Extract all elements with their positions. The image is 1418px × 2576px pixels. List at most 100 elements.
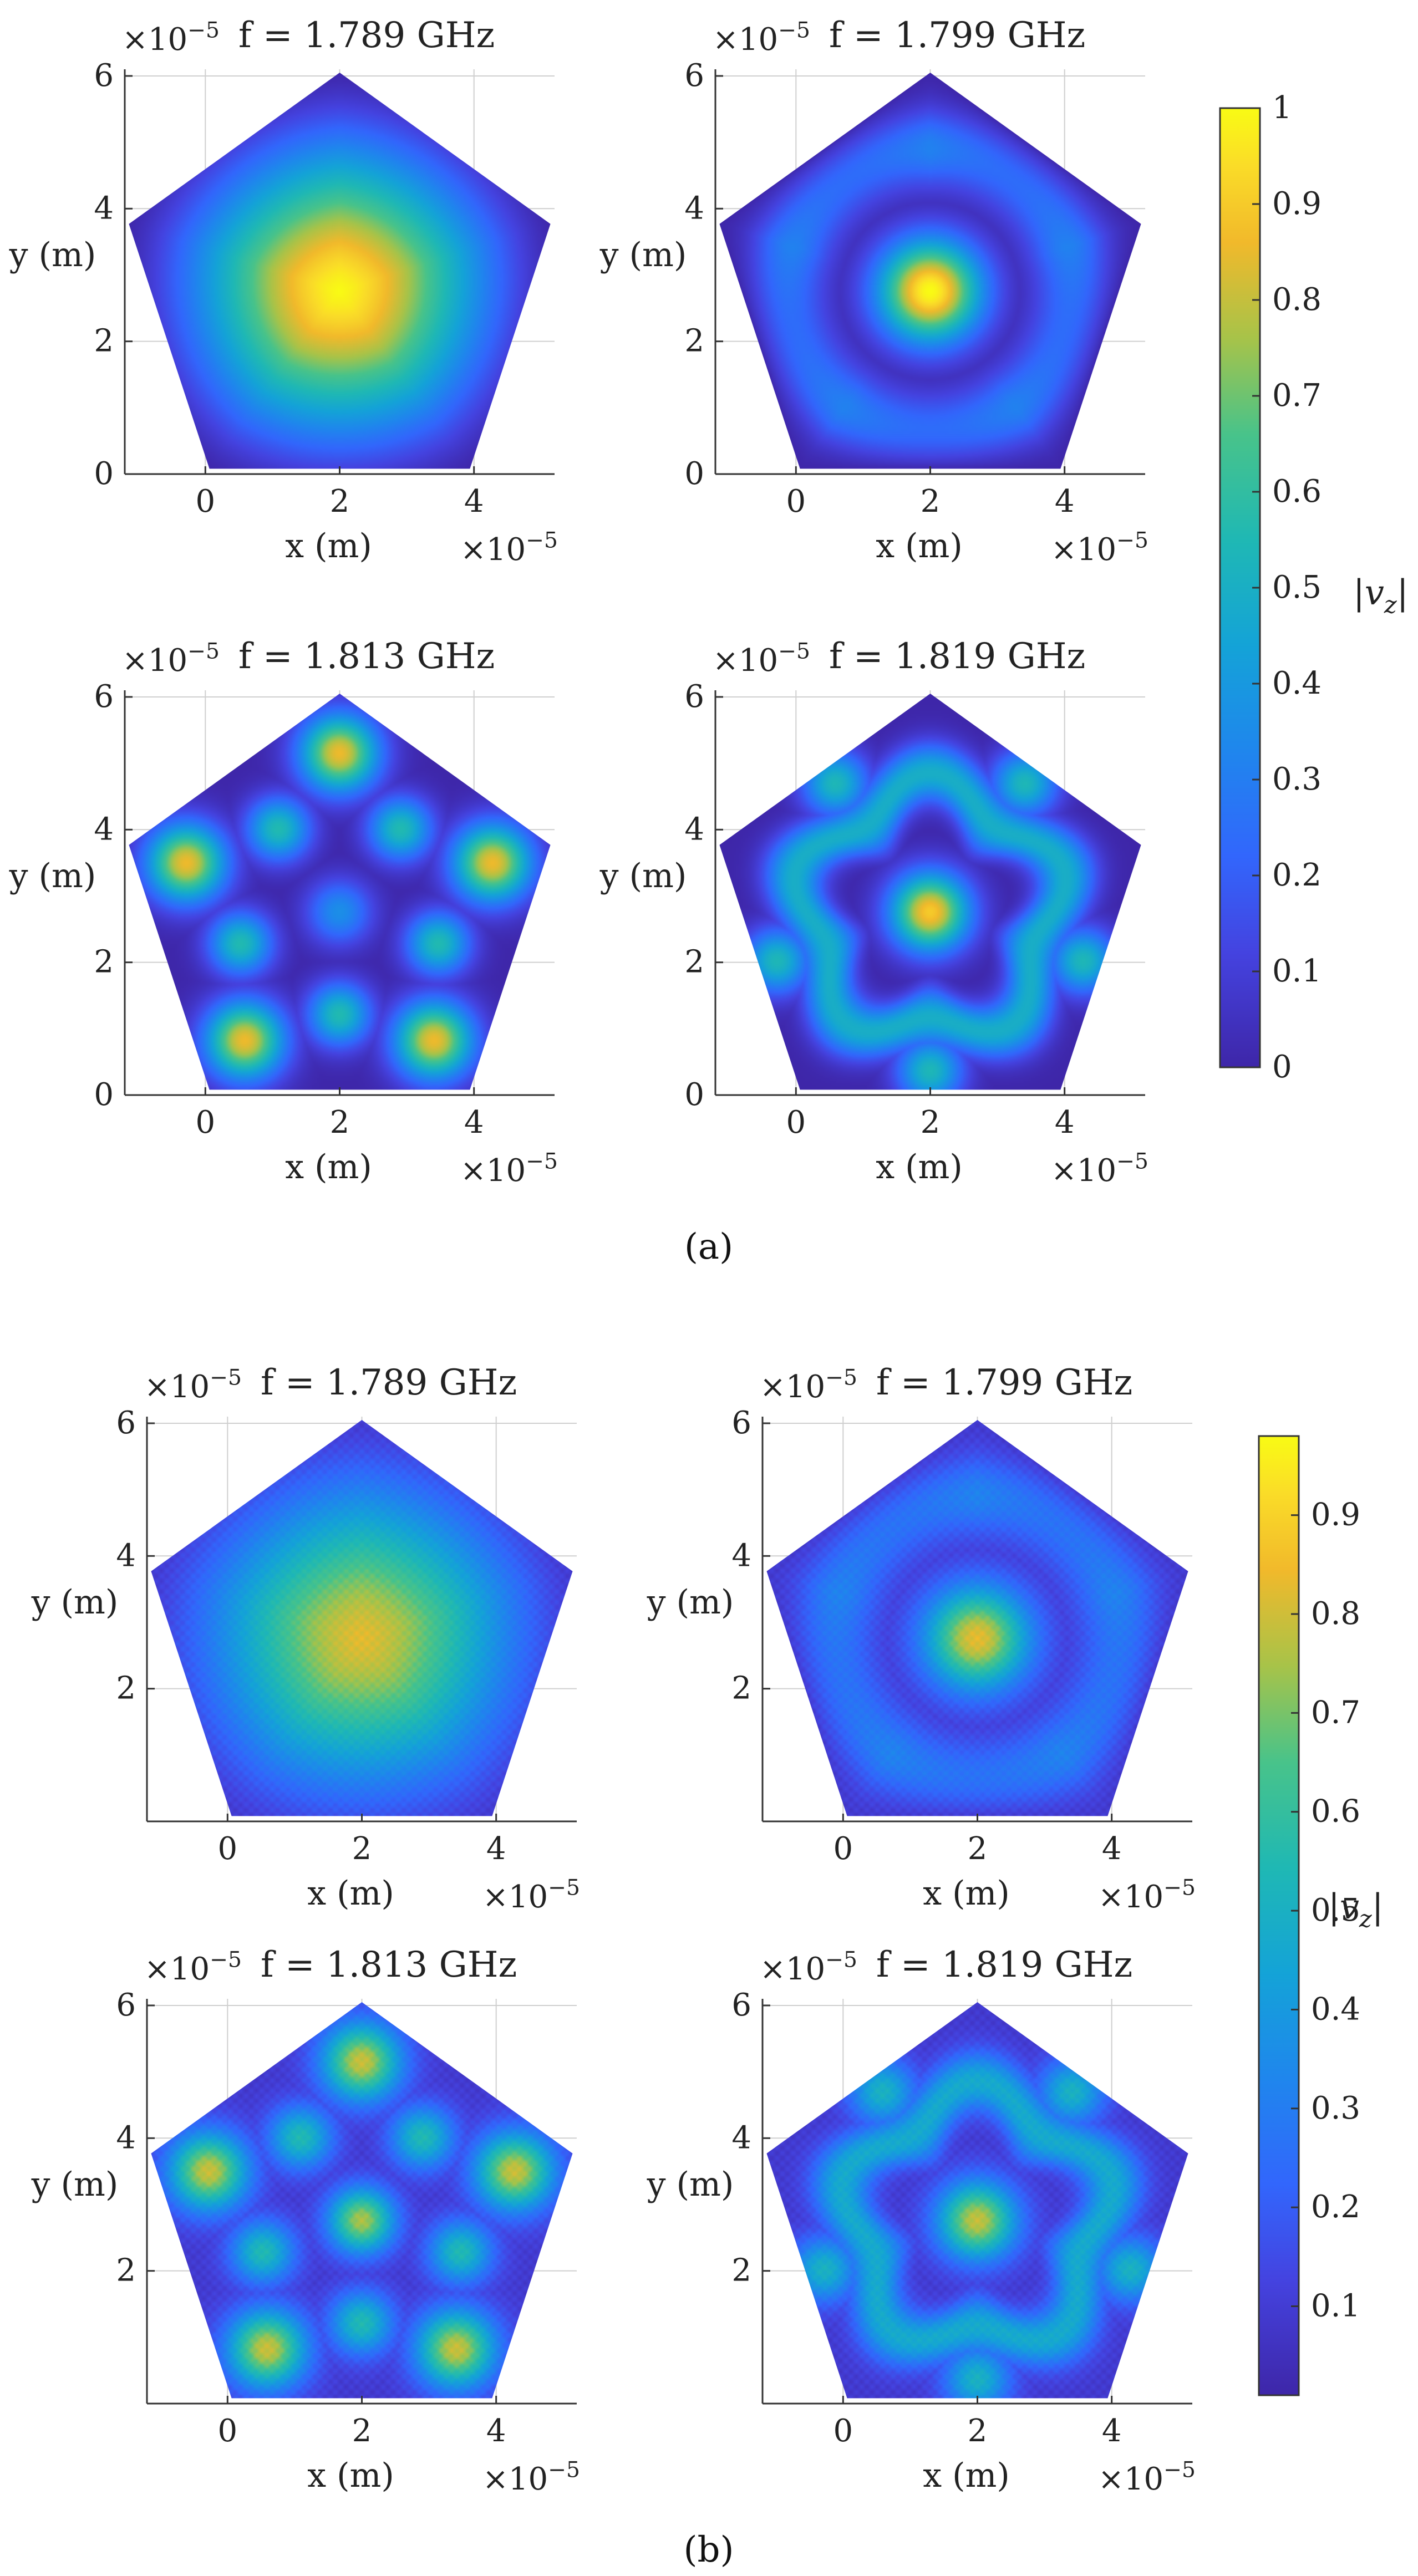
- colorbar-a: 0 0.1 0.2 0.3 0.4 0.5 0.6 0.7 0.8 0.9 1 |vz|: [1219, 90, 1409, 1085]
- x-tick-label: 2: [330, 483, 350, 520]
- x-tick-label: 2: [921, 483, 941, 520]
- plot-title: f = 1.819 GHz: [876, 1944, 1132, 1986]
- x-axis-label: x (m): [307, 2456, 394, 2495]
- colorbar-tick-label: 0.5: [1272, 569, 1322, 605]
- x-scale-factor: ×10−5: [482, 1876, 580, 1915]
- plot-title: f = 1.789 GHz: [238, 15, 495, 56]
- x-tick-label: 4: [1102, 1831, 1122, 1867]
- y-axis-label: y (m): [647, 1583, 734, 1622]
- colorbar-tick-label: 0.6: [1311, 1794, 1360, 1830]
- x-tick-label: 4: [1055, 483, 1075, 520]
- y-axis-label: y (m): [647, 2165, 734, 2204]
- x-tick-label: 4: [486, 2413, 506, 2449]
- x-axis-label: x (m): [923, 1874, 1010, 1913]
- y-scale-factor: ×10−5: [122, 18, 220, 58]
- x-tick-label: 4: [486, 1831, 506, 1867]
- field-heatmap: [766, 1419, 1188, 1816]
- x-scale-factor: ×10−5: [1098, 2458, 1196, 2497]
- colorbar-tick-label: 0.9: [1311, 1497, 1360, 1533]
- y-tick-label: 0: [684, 456, 704, 492]
- plot-title: f = 1.813 GHz: [261, 1944, 517, 1986]
- colorbar-tick-label: 0.1: [1311, 2288, 1360, 2324]
- colorbars: 00.10.20.30.40.50.60.70.80.91|vz|0.10.20…: [1219, 90, 1409, 2396]
- y-axis-label: y (m): [9, 236, 96, 274]
- y-axis-label: y (m): [599, 236, 687, 274]
- x-scale-factor: ×10−5: [1098, 1876, 1196, 1915]
- y-tick-label: 2: [731, 1671, 751, 1707]
- y-tick-label: 4: [684, 811, 704, 847]
- x-axis-label: x (m): [285, 527, 372, 566]
- y-tick-label: 0: [94, 1077, 114, 1113]
- colorbar-tick-label: 0.8: [1311, 1596, 1360, 1632]
- plot-title: f = 1.819 GHz: [829, 636, 1085, 677]
- y-tick-label: 4: [731, 2120, 751, 2156]
- field-heatmap: [719, 693, 1141, 1090]
- x-scale-factor: ×10−5: [482, 2458, 580, 2497]
- colorbar-gradient: [1258, 1435, 1300, 2396]
- plot-panel-3: 0 2 4 0 2 4 6 x (m) y (m) ×10−5 ×10−5 f = 1.813 GHz: [9, 636, 558, 1189]
- y-tick-label: 2: [94, 323, 114, 359]
- y-tick-label: 6: [684, 679, 704, 715]
- plot-panel-7: 0 2 4 2 4 6 x (m) y (m) ×10−5 ×10−5 f = 1.813 GHz: [31, 1944, 580, 2497]
- plot-title: f = 1.813 GHz: [238, 636, 495, 677]
- x-axis-label: x (m): [876, 527, 963, 566]
- x-tick-label: 2: [330, 1104, 350, 1141]
- y-tick-label: 2: [116, 1671, 136, 1707]
- colorbar-tick-label: 0.8: [1272, 282, 1322, 318]
- field-heatmap: [766, 2002, 1188, 2399]
- x-tick-label: 0: [217, 2413, 237, 2449]
- y-tick-label: 6: [116, 1987, 136, 2023]
- y-scale-factor: ×10−5: [144, 1948, 242, 1987]
- colorbar-tick-label: 0.3: [1272, 761, 1322, 797]
- x-tick-label: 2: [968, 2413, 988, 2449]
- y-axis-label: y (m): [31, 2165, 119, 2204]
- y-scale-factor: ×10−5: [122, 639, 220, 679]
- y-tick-label: 6: [684, 58, 704, 94]
- x-tick-label: 0: [833, 1831, 853, 1867]
- colorbar-tick-label: 0.1: [1272, 953, 1322, 989]
- y-tick-label: 2: [684, 944, 704, 980]
- y-axis-label: y (m): [9, 857, 96, 895]
- colorbar-tick-label: 0.6: [1272, 474, 1322, 510]
- plot-panels: 0 2 4 0 2 4 6 x (m) y (m) ×10−5 ×10−5 f = 1.789 GHz…: [9, 15, 1196, 2497]
- colorbar-tick-label: 0.4: [1272, 665, 1322, 701]
- x-tick-label: 2: [968, 1831, 988, 1867]
- colorbar-label: |vz|: [1328, 1886, 1384, 1933]
- y-tick-label: 4: [116, 2120, 136, 2156]
- x-axis-label: x (m): [285, 1148, 372, 1187]
- plot-title: f = 1.799 GHz: [876, 1362, 1132, 1403]
- y-scale-factor: ×10−5: [713, 639, 810, 679]
- colorbar-tick-label: 0.5: [1311, 1892, 1360, 1928]
- x-tick-label: 0: [833, 2413, 853, 2449]
- y-tick-label: 6: [116, 1405, 136, 1441]
- colorbar-b: 0.1 0.2 0.3 0.4 0.5 0.6 0.7 0.8 0.9 |vz|: [1258, 1435, 1384, 2396]
- caption-b: (b): [684, 2529, 734, 2570]
- y-tick-label: 6: [731, 1405, 751, 1441]
- colorbar-tick-label: 0.9: [1272, 186, 1322, 222]
- x-tick-label: 0: [195, 1104, 215, 1141]
- x-tick-label: 2: [352, 1831, 372, 1867]
- y-axis-label: y (m): [599, 857, 687, 895]
- x-scale-factor: ×10−5: [1051, 528, 1148, 568]
- y-tick-label: 4: [94, 811, 114, 847]
- caption-a: (a): [684, 1226, 733, 1267]
- colorbar-tick-label: 0.3: [1311, 2090, 1360, 2126]
- y-scale-factor: ×10−5: [144, 1366, 242, 1405]
- y-tick-label: 2: [116, 2253, 136, 2289]
- field-heatmap: [151, 2002, 573, 2399]
- colorbar-tick-label: 0.4: [1311, 1991, 1360, 2027]
- plot-title: f = 1.789 GHz: [261, 1362, 517, 1403]
- y-tick-label: 6: [94, 679, 114, 715]
- y-tick-label: 0: [94, 456, 114, 492]
- plot-panel-2: 0 2 4 0 2 4 6 x (m) y (m) ×10−5 ×10−5 f = 1.799 GHz: [599, 15, 1148, 568]
- colorbar-tick-label: 0.2: [1311, 2189, 1360, 2225]
- x-axis-label: x (m): [876, 1148, 963, 1187]
- plot-panel-1: 0 2 4 0 2 4 6 x (m) y (m) ×10−5 ×10−5 f = 1.789 GHz: [9, 15, 558, 568]
- colorbar-tick-label: 1: [1272, 90, 1292, 126]
- y-tick-label: 2: [684, 323, 704, 359]
- colorbar-tick-label: 0.2: [1272, 857, 1322, 893]
- y-tick-label: 0: [684, 1077, 704, 1113]
- x-tick-label: 4: [464, 483, 484, 520]
- plot-panel-5: 0 2 4 2 4 6 x (m) y (m) ×10−5 ×10−5 f = 1.789 GHz: [31, 1362, 580, 1915]
- field-heatmap: [129, 72, 551, 469]
